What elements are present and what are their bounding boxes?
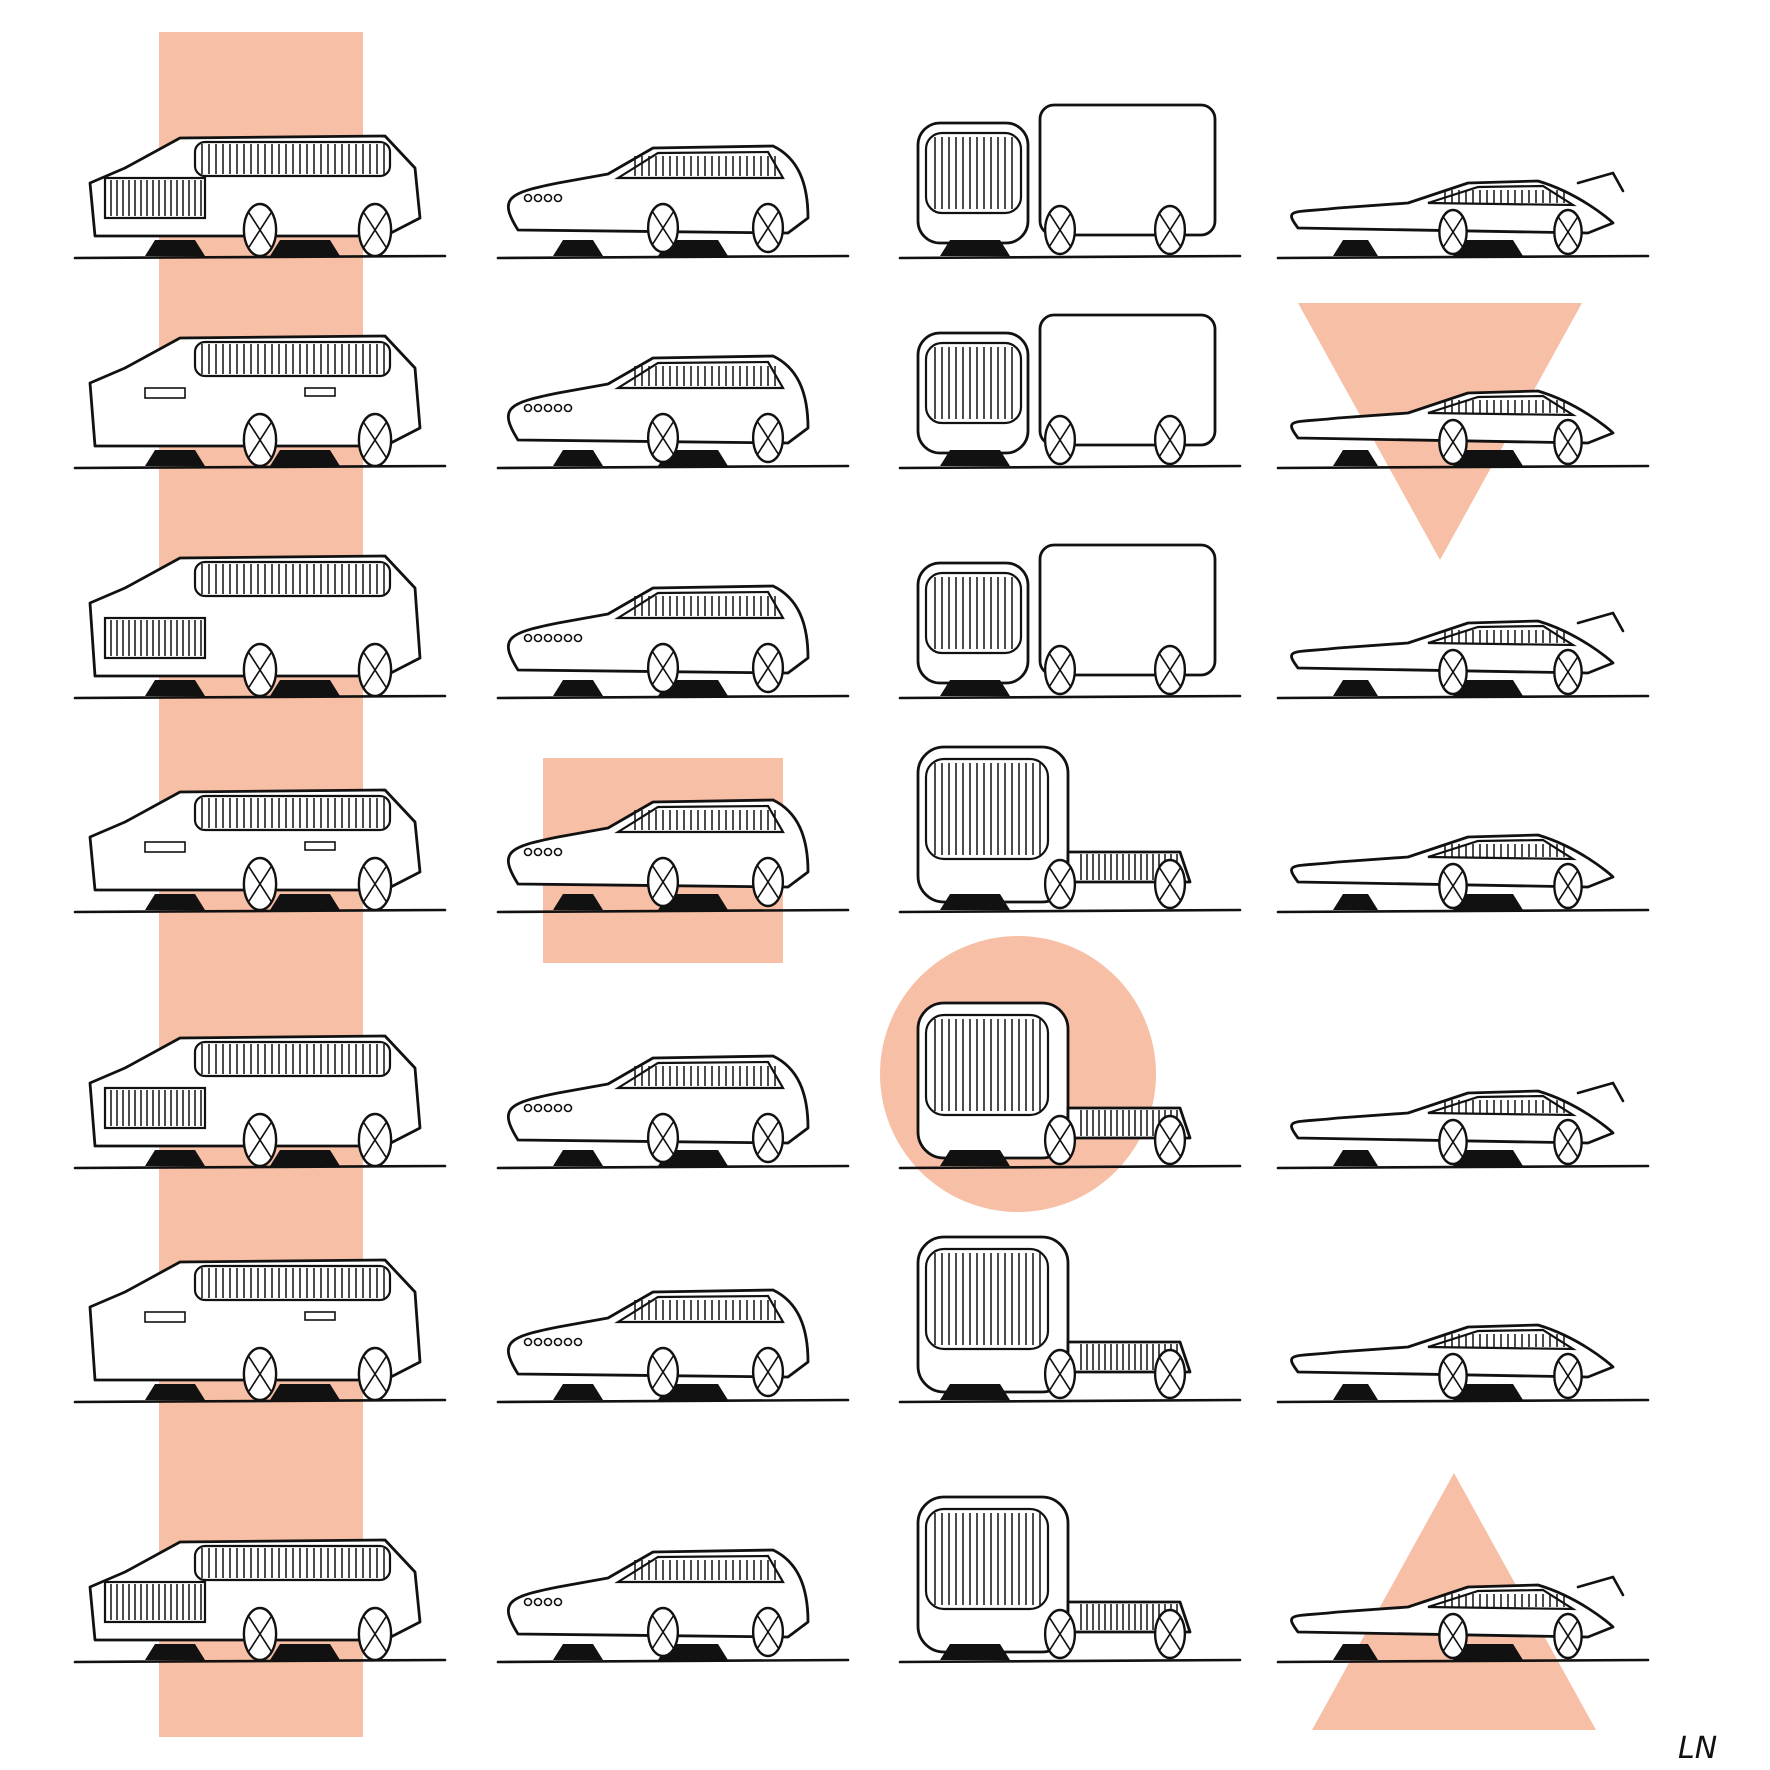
vehicle-sketch-truck-row-7 xyxy=(898,1495,1242,1664)
vehicle-sketch-hatchback-row-1 xyxy=(496,144,850,260)
vehicle-sketch-van-row-1 xyxy=(73,134,447,260)
vehicle-sketch-van-row-7 xyxy=(73,1538,447,1664)
window-grille xyxy=(103,1544,392,1624)
window-grille xyxy=(614,1294,785,1324)
vehicle-sketch-truck-row-3 xyxy=(898,543,1242,700)
window-grille xyxy=(1427,624,1577,647)
vehicle-sketch-hatchback-row-5 xyxy=(496,1054,850,1170)
window-grille xyxy=(103,1040,392,1130)
vehicle-sketch-sports-car-row-1 xyxy=(1276,171,1650,260)
window-grille xyxy=(614,804,785,834)
vehicle-sketch-van-row-6 xyxy=(73,1258,447,1404)
window-grille xyxy=(614,150,785,180)
artist-signature: LN xyxy=(1678,1731,1717,1766)
vehicle-sketch-van-row-2 xyxy=(73,334,447,470)
window-grille xyxy=(1427,1588,1577,1611)
window-grille xyxy=(1427,838,1577,861)
window-grille xyxy=(1427,1094,1577,1117)
window-grille xyxy=(924,757,1050,861)
window-grille xyxy=(924,1247,1050,1351)
vehicles-layer xyxy=(73,103,1650,1664)
vehicle-sketch-truck-row-4 xyxy=(898,745,1242,914)
window-grille xyxy=(614,1554,785,1584)
window-grille xyxy=(193,1264,392,1302)
window-grille xyxy=(924,571,1023,655)
window-grille xyxy=(614,360,785,390)
vehicle-sketch-hatchback-row-7 xyxy=(496,1548,850,1664)
window-grille xyxy=(1427,1328,1577,1351)
vehicle-sketch-truck-row-5 xyxy=(898,1001,1242,1170)
vehicle-sketch-sports-car-row-2 xyxy=(1276,389,1650,470)
vehicle-sketch-sports-car-row-7 xyxy=(1276,1575,1650,1664)
window-grille xyxy=(614,590,785,620)
vehicle-sketch-sports-car-row-6 xyxy=(1276,1323,1650,1404)
window-grille xyxy=(924,1013,1050,1117)
vehicle-sketch-hatchback-row-3 xyxy=(496,584,850,700)
vehicle-sketch-truck-row-2 xyxy=(898,313,1242,470)
window-grille xyxy=(193,340,392,378)
vehicle-sketch-van-row-5 xyxy=(73,1034,447,1170)
window-grille xyxy=(924,341,1023,425)
vehicle-sketch-sports-car-row-3 xyxy=(1276,611,1650,700)
window-grille xyxy=(103,140,392,220)
window-grille xyxy=(1427,394,1577,417)
vehicle-sketch-hatchback-row-6 xyxy=(496,1288,850,1404)
vehicle-sketch-van-row-4 xyxy=(73,788,447,914)
vehicle-sketch-truck-row-6 xyxy=(898,1235,1242,1404)
window-grille xyxy=(1427,184,1577,207)
vehicle-sketch-sports-car-row-4 xyxy=(1276,833,1650,914)
vehicle-sketch-hatchback-row-4 xyxy=(496,798,850,914)
window-grille xyxy=(103,560,392,660)
vehicle-sketch-hatchback-row-2 xyxy=(496,354,850,470)
vehicle-sketch-sports-car-row-5 xyxy=(1276,1081,1650,1170)
vehicle-sketch-truck-row-1 xyxy=(898,103,1242,260)
window-grille xyxy=(924,1507,1050,1611)
window-grille xyxy=(924,131,1023,215)
vehicle-sketch-van-row-3 xyxy=(73,554,447,700)
window-grille xyxy=(614,1060,785,1090)
window-grille xyxy=(193,794,392,832)
